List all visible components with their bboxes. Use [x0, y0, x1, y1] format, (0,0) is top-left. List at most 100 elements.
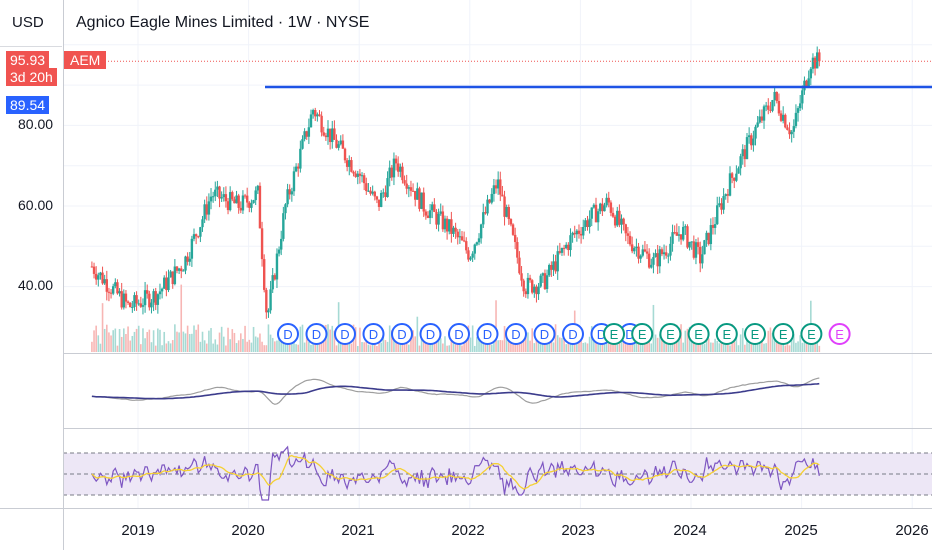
dividend-marker[interactable]: D: [419, 323, 442, 345]
volume-bar: [344, 344, 346, 352]
earnings-marker-label: E: [835, 327, 844, 342]
price-tick: 80.00: [18, 116, 54, 132]
candle-body: [294, 166, 298, 172]
candle-body: [624, 224, 627, 234]
volume-bar: [265, 345, 268, 352]
earnings-marker[interactable]: E: [772, 323, 795, 345]
dividend-marker-label: D: [597, 327, 606, 342]
candle-body: [671, 232, 674, 244]
time-tick: 2025: [784, 522, 818, 539]
candle-body: [105, 279, 109, 292]
candle-body: [163, 277, 166, 289]
earnings-marker-label: E: [722, 327, 731, 342]
candle-body: [490, 193, 493, 203]
candle-body: [124, 293, 128, 302]
candle-body: [435, 211, 438, 225]
candle-body: [539, 275, 542, 287]
candle-body: [311, 110, 315, 115]
candle-body: [267, 310, 270, 313]
candle-body: [328, 128, 332, 143]
candle-body: [416, 188, 419, 200]
candle-body: [645, 251, 649, 254]
earnings-marker[interactable]: E: [800, 323, 823, 345]
candle-body: [448, 219, 451, 232]
earnings-marker[interactable]: E: [659, 323, 682, 345]
candle-body: [741, 149, 744, 157]
currency-corner[interactable]: USD: [0, 0, 62, 47]
earnings-marker[interactable]: E: [631, 323, 654, 345]
candle-body: [520, 273, 523, 281]
dividend-marker[interactable]: D: [448, 323, 470, 345]
pane-separator[interactable]: [63, 353, 932, 354]
volume-bar: [320, 339, 323, 352]
volume-bar: [327, 324, 329, 352]
currency-label[interactable]: USD: [12, 14, 44, 31]
volume-bar: [93, 330, 95, 352]
volume-bar: [663, 335, 665, 352]
candle-body: [373, 191, 376, 197]
dividend-marker[interactable]: D: [277, 323, 299, 345]
volume-bar: [103, 328, 106, 352]
volume-bar: [503, 326, 506, 352]
dividend-marker-circle: [362, 323, 385, 345]
volume-bar: [818, 345, 821, 352]
candle-body: [633, 248, 636, 252]
candle-body: [99, 272, 102, 276]
candle-body: [662, 252, 666, 255]
volume-bar: [242, 338, 244, 352]
dividend-marker-label: D: [369, 327, 378, 342]
volume-bar: [106, 324, 108, 352]
candle-body: [371, 191, 374, 194]
candle-body: [569, 235, 572, 251]
symbol-tag[interactable]: AEM: [64, 51, 107, 69]
volume-bar: [744, 344, 746, 352]
volume-bar: [401, 339, 404, 352]
volume-bar: [267, 324, 270, 352]
earnings-marker[interactable]: E: [715, 323, 738, 345]
volume-bar: [442, 343, 444, 352]
dividend-marker[interactable]: D: [505, 323, 527, 345]
volume-bar: [520, 335, 523, 352]
dividend-marker[interactable]: D: [562, 323, 584, 345]
candle-body: [403, 180, 406, 184]
volume-bar: [493, 337, 495, 352]
symbol-title[interactable]: Agnico Eagle Mines Limited · 1W · NYSE: [76, 14, 370, 31]
volume-bar: [342, 341, 344, 352]
volume-bar: [227, 327, 229, 352]
volume-bar: [410, 331, 412, 352]
earnings-marker[interactable]: E: [603, 323, 625, 345]
candle-body: [545, 275, 549, 289]
volume-bar: [176, 331, 178, 352]
candle-body: [199, 227, 202, 237]
dividend-marker[interactable]: D: [533, 323, 556, 345]
dividend-marker[interactable]: D: [334, 323, 356, 345]
dividend-marker[interactable]: D: [476, 323, 499, 345]
candle-body: [180, 268, 183, 272]
volume-bar: [656, 337, 659, 352]
candle-body: [733, 177, 736, 181]
candle-body: [146, 290, 149, 294]
volume-bar: [569, 342, 572, 352]
dividend-marker[interactable]: D: [305, 323, 328, 345]
earnings-marker-circle: [631, 323, 654, 345]
candle-body: [454, 227, 457, 232]
candle-body: [737, 168, 740, 174]
volume-bar: [654, 334, 657, 352]
dividend-marker[interactable]: D: [391, 323, 413, 345]
volume-bar: [414, 336, 417, 352]
earnings-marker[interactable]: E: [687, 323, 710, 345]
candle-body: [609, 202, 613, 213]
volume-bar: [799, 335, 801, 352]
pane-separator[interactable]: [63, 428, 932, 429]
candle-body: [484, 212, 487, 214]
volume-bar: [240, 333, 242, 352]
volume-bar: [295, 344, 297, 352]
candle-body: [643, 249, 647, 252]
dividend-marker[interactable]: D: [362, 323, 385, 345]
earnings-marker[interactable]: E: [744, 323, 766, 345]
candle-body: [414, 191, 417, 200]
earnings-marker[interactable]: E: [828, 323, 851, 345]
volume-bar: [169, 343, 172, 352]
